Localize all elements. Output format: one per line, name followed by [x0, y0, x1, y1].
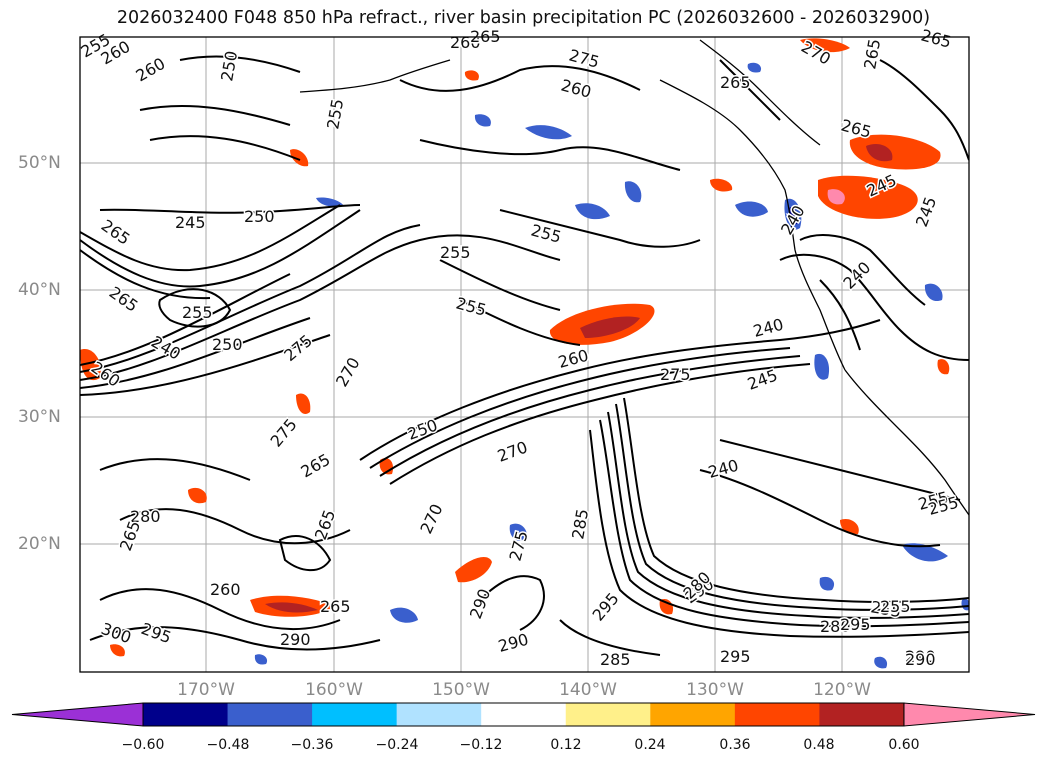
lon-label-160w: 160°W — [305, 680, 363, 700]
contour-label: 260 — [210, 580, 241, 599]
colorbar-segment — [312, 703, 398, 726]
colorbar-frame — [142, 702, 905, 727]
colorbar-segment — [650, 703, 736, 726]
colorbar-segment — [143, 703, 229, 726]
colorbar-tick: 0.36 — [719, 737, 751, 753]
colorbar-segment — [481, 703, 567, 726]
contour-label: 295 — [720, 647, 751, 666]
colorbar-segment — [396, 703, 482, 726]
contour-label: 285 — [600, 650, 631, 669]
map-title: 2026032400 F048 850 hPa refract., river … — [116, 8, 931, 28]
precip-anomaly-shading — [80, 38, 969, 669]
contour-label: 280 — [130, 507, 161, 526]
colorbar-tick: −0.24 — [375, 737, 419, 753]
contour-label: 245 — [175, 213, 206, 232]
contour-label: 290 — [905, 650, 936, 669]
colorbar-tick: −0.48 — [206, 737, 250, 753]
lon-label-140w: 140°W — [559, 680, 617, 700]
lat-label-20n: 20°N — [18, 534, 61, 554]
contour-label: 250 — [244, 207, 275, 226]
coastline — [299, 39, 969, 516]
colorbar-tick: 0.60 — [888, 737, 920, 753]
colorbar-extend-max — [903, 702, 1036, 727]
lon-label-150w: 150°W — [432, 680, 490, 700]
colorbar-tick: −0.60 — [121, 737, 165, 753]
contour-label: 295 — [840, 615, 871, 634]
colorbar-segment — [819, 703, 905, 726]
colorbar-segment — [734, 703, 820, 726]
colorbar-tick: 0.24 — [634, 737, 666, 753]
lon-label-170w: 170°W — [177, 680, 235, 700]
lon-label-120w: 120°W — [813, 680, 871, 700]
contour-label: 255 — [880, 597, 911, 616]
colorbar-segment — [565, 703, 651, 726]
colorbar-extend-min — [11, 702, 144, 727]
contour-label: 275 — [660, 365, 691, 384]
contour-label: 290 — [280, 630, 311, 649]
lon-label-130w: 130°W — [686, 680, 744, 700]
colorbar-segment — [227, 703, 313, 726]
lat-label-40n: 40°N — [18, 280, 61, 300]
contour-label: 290 — [905, 647, 936, 666]
contour-label: 280 — [820, 617, 851, 636]
graticule — [80, 37, 969, 672]
contour-label: 255 — [440, 243, 471, 262]
lat-label-30n: 30°N — [18, 407, 61, 427]
contour-label: 265 — [720, 73, 751, 92]
contour-label: 250 — [212, 335, 243, 354]
contour-label: 255 — [182, 303, 213, 322]
colorbar-tick: −0.36 — [290, 737, 334, 753]
colorbar-tick: 0.48 — [803, 737, 835, 753]
colorbar-tick: −0.12 — [459, 737, 503, 753]
contour-label: 265 — [320, 597, 351, 616]
map-frame — [79, 36, 970, 673]
colorbar-tick: 0.12 — [550, 737, 582, 753]
refractivity-contours — [80, 55, 969, 656]
lat-label-50n: 50°N — [18, 153, 61, 173]
